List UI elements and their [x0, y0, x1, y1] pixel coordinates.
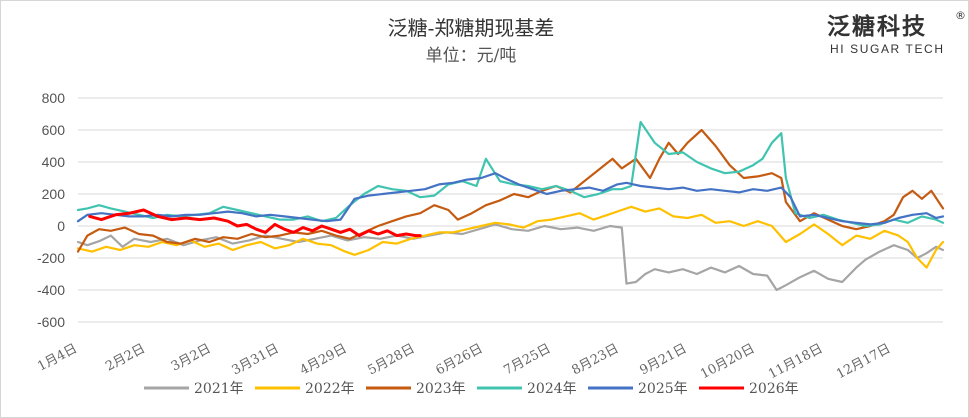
series-line [76, 128, 945, 253]
x-tick-label: 7月25日 [501, 341, 553, 378]
gridlines [78, 97, 943, 323]
y-tick-label: -200 [37, 250, 65, 266]
chart-subtitle: 单位：元/吨 [426, 46, 517, 66]
series-line [76, 120, 945, 228]
chart-title: 泛糖-郑糖期现基差 [388, 16, 555, 40]
y-tick-label: 0 [57, 218, 65, 234]
x-tick-label: 6月26日 [433, 341, 485, 378]
x-tick-label: 9月21日 [637, 341, 689, 378]
x-tick-label: 4月29日 [298, 341, 350, 378]
logo-sub-text: HI SUGAR TECH [830, 42, 945, 56]
x-tick-label: 1月4日 [35, 341, 80, 374]
logo-brand-text: 泛糖科技 [827, 13, 927, 40]
series-line [88, 208, 422, 238]
brand-logo: 泛糖科技 ® HI SUGAR TECH [827, 9, 966, 56]
y-tick-label: -600 [37, 314, 65, 330]
legend-label: 2024年 [527, 381, 577, 397]
x-tick-label: 2月2日 [103, 341, 148, 374]
x-axis: 1月4日 2月2日 3月2日 3月31日 4月29日 5月28日 6月26日 7月25日 8月2… [35, 341, 893, 382]
x-tick-label: 10月20日 [698, 341, 757, 382]
series-line [76, 223, 945, 292]
legend: 2021年 2022年 2023年 2024年 2025年 2026年 [144, 381, 799, 397]
legend-label: 2026年 [749, 381, 799, 397]
y-tick-label: 800 [42, 90, 66, 106]
x-tick-label: 8月23日 [569, 341, 621, 378]
y-tick-label: 200 [42, 186, 66, 202]
y-tick-label: -400 [37, 282, 65, 298]
y-tick-label: 600 [42, 122, 66, 138]
series-line [76, 172, 945, 226]
x-tick-label: 12月17日 [834, 341, 893, 382]
y-tick-label: 400 [42, 154, 66, 170]
legend-label: 2023年 [416, 381, 466, 397]
series-lines [76, 120, 945, 292]
series-line [76, 205, 945, 269]
x-tick-label: 3月2日 [169, 341, 214, 374]
y-axis: -600 -400 -200 0 200 400 600 800 [37, 90, 65, 330]
logo-registered-mark: ® [955, 9, 966, 22]
x-tick-label: 5月28日 [366, 341, 418, 378]
legend-label: 2022年 [305, 381, 355, 397]
legend-label: 2025年 [638, 381, 688, 397]
x-tick-label: 11月18日 [766, 341, 825, 382]
legend-label: 2021年 [194, 381, 244, 397]
x-tick-label: 3月31日 [230, 341, 282, 378]
